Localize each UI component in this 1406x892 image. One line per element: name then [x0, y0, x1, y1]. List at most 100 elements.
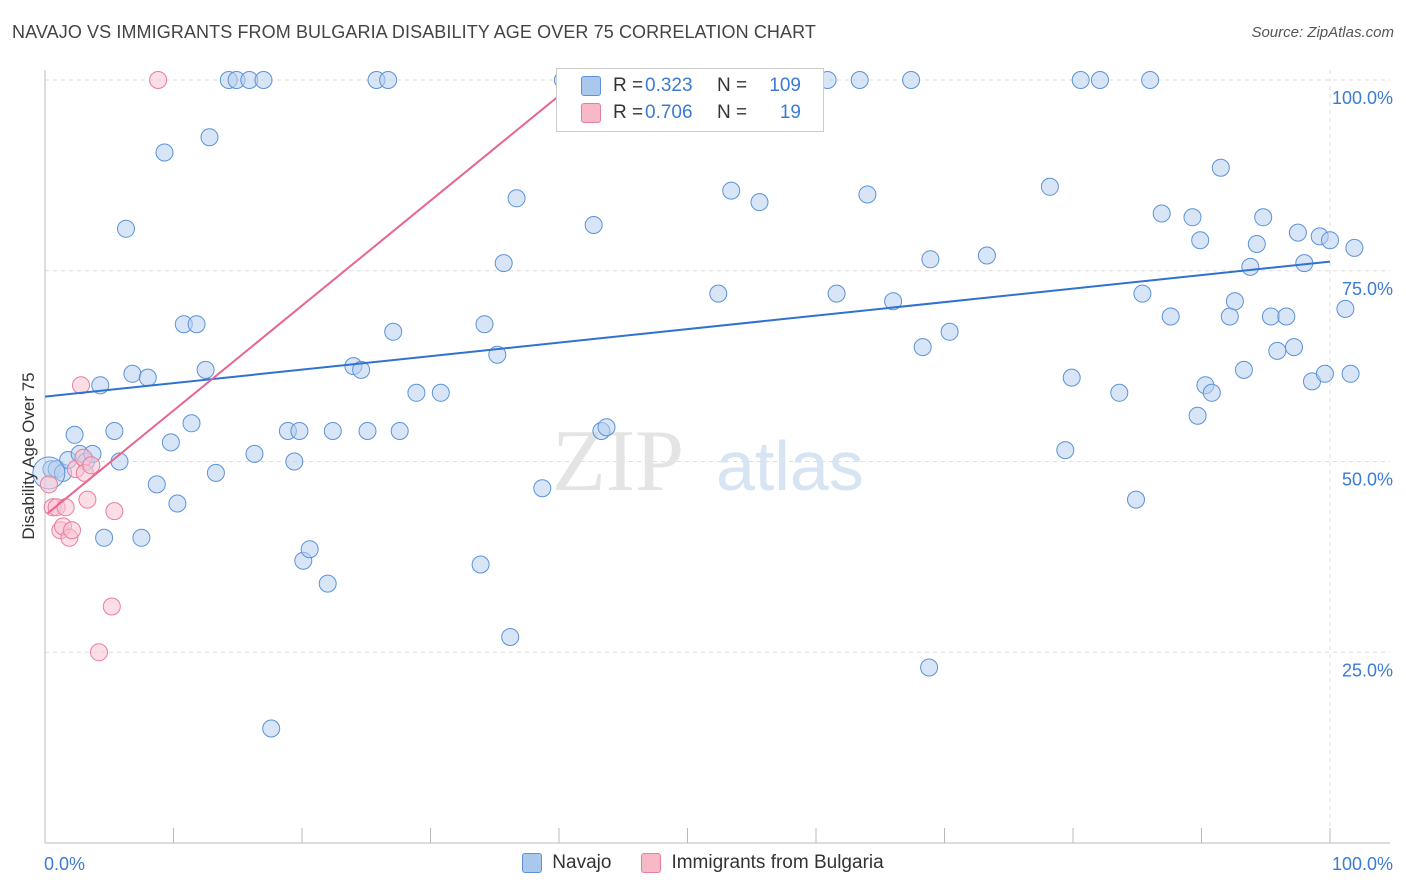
navajo-point	[1062, 368, 1081, 387]
legend-label-bulgaria: Immigrants from Bulgaria	[671, 852, 884, 873]
navajo-point	[507, 189, 526, 208]
navajo-point	[1321, 231, 1339, 250]
navajo-point	[168, 494, 187, 513]
navajo-point	[709, 284, 728, 303]
navajo-point	[300, 540, 319, 559]
n-value: 19	[779, 102, 801, 123]
navajo-points	[32, 71, 1364, 738]
watermark: ZIP atlas	[552, 413, 864, 510]
n-label: N =	[717, 102, 748, 123]
y-tick-label: 50.0%	[1342, 470, 1393, 490]
navajo-point	[1127, 490, 1145, 509]
navajo-point	[1161, 307, 1180, 326]
navajo-point	[1285, 338, 1303, 357]
navajo-point	[318, 574, 337, 593]
navajo-point	[913, 338, 932, 357]
navajo-point	[1133, 284, 1152, 303]
navajo-point	[920, 658, 939, 677]
navajo-point	[182, 414, 201, 433]
navajo-point	[1261, 307, 1280, 326]
navajo-point	[884, 292, 903, 311]
navajo-point	[722, 181, 741, 200]
navajo-point	[132, 528, 151, 547]
navajo-point	[352, 360, 371, 379]
navajo-point	[1241, 257, 1260, 276]
y-axis-label: Disability Age Over 75	[19, 372, 38, 539]
navajo-point	[65, 425, 84, 444]
navajo-point	[390, 422, 409, 440]
navajo-point	[138, 368, 157, 387]
bulgaria-swatch	[581, 103, 601, 123]
navajo-point	[827, 284, 846, 303]
chart-title: NAVAJO VS IMMIGRANTS FROM BULGARIA DISAB…	[12, 22, 816, 42]
bulgaria-point	[82, 456, 101, 475]
legend-item-navajo: Navajo	[522, 852, 611, 874]
x-tick-label: 0.0%	[44, 854, 85, 874]
trend-lines	[44, 79, 1331, 515]
navajo-point	[147, 475, 166, 494]
navajo-point	[1056, 441, 1075, 460]
y-tick-label: 75.0%	[1342, 279, 1393, 299]
navajo-point	[117, 219, 135, 238]
navajo-point	[105, 422, 124, 440]
navajo-point	[1110, 383, 1129, 402]
navajo-point	[977, 246, 996, 265]
stats-row-navajo: R = 0.323 N = 109	[557, 73, 801, 99]
navajo-point	[1191, 231, 1210, 250]
bulgaria-point	[102, 597, 121, 616]
navajo-point	[358, 422, 377, 440]
navajo-point	[858, 185, 877, 204]
navajo-point	[1183, 208, 1202, 227]
navajo-point	[902, 71, 921, 89]
y-tick-label: 100.0%	[1332, 88, 1393, 108]
navajo-point	[187, 315, 206, 334]
bulgaria-point	[105, 502, 124, 521]
bulgaria-legend-swatch	[641, 853, 662, 873]
navajo-point	[95, 528, 114, 547]
navajo-point	[384, 322, 403, 341]
series-legend: Navajo Immigrants from Bulgaria	[0, 852, 1406, 874]
navajo-point	[1345, 238, 1364, 257]
navajo-point	[155, 143, 174, 162]
navajo-point	[1341, 364, 1360, 383]
navajo-point	[1225, 292, 1244, 311]
navajo-point	[1071, 71, 1090, 89]
bulgaria-point	[149, 71, 168, 89]
navajo-point	[1152, 204, 1171, 223]
bulgaria-point	[56, 498, 75, 517]
bulgaria-point	[72, 376, 90, 395]
navajo-point	[1040, 177, 1059, 196]
navajo-point	[1091, 71, 1109, 89]
navajo-point	[1315, 364, 1334, 383]
navajo-point	[262, 719, 281, 738]
navajo-point	[1211, 158, 1230, 177]
navajo-point	[494, 254, 513, 273]
navajo-point	[254, 71, 273, 89]
navajo-point	[323, 422, 342, 440]
navajo-point	[196, 360, 215, 379]
navajo-point	[850, 71, 869, 89]
navajo-point	[533, 479, 552, 498]
navajo-point	[1202, 383, 1221, 402]
x-tick-label: 100.0%	[1332, 854, 1393, 874]
bulgaria-point	[63, 521, 81, 540]
bulgaria-trend-line	[46, 79, 579, 515]
navajo-point	[285, 452, 304, 471]
legend-label-navajo: Navajo	[552, 852, 612, 873]
stats-row-bulgaria: R = 0.706 N = 19	[557, 100, 801, 126]
navajo-point	[921, 250, 940, 269]
navajo-point	[501, 628, 520, 646]
n-value: 109	[769, 75, 801, 96]
navajo-point	[379, 71, 398, 89]
bulgaria-point	[90, 643, 108, 662]
r-value: 0.706	[645, 102, 693, 123]
r-label: R =	[613, 75, 644, 96]
axis-labels: 25.0% 50.0% 75.0% 100.0% 0.0% 100.0% Disabilit…	[19, 88, 1393, 874]
stats-legend: R = 0.323 N = 109 R = 0.706 N = 19	[556, 68, 824, 132]
navajo-point	[471, 555, 490, 574]
navajo-point	[940, 322, 959, 341]
navajo-legend-swatch	[522, 853, 543, 873]
navajo-point	[750, 193, 769, 212]
navajo-swatch	[581, 76, 601, 96]
